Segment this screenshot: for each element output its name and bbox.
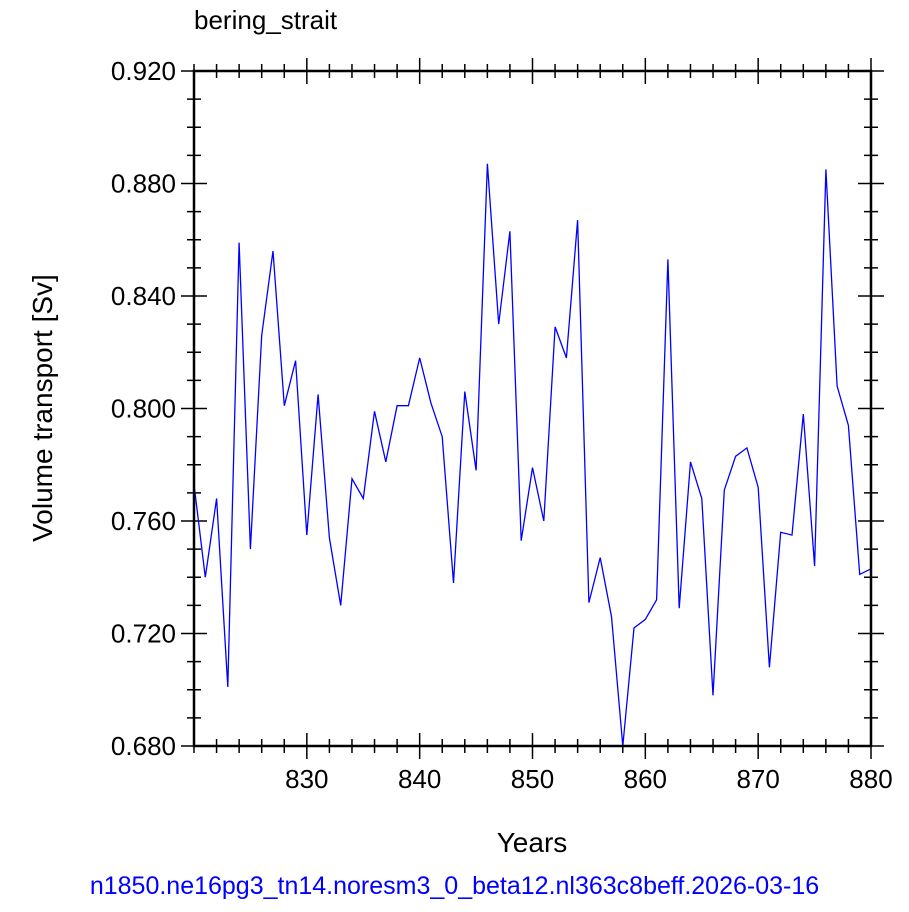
y-tick-label: 0.840 — [111, 281, 176, 311]
x-tick-label: 850 — [511, 764, 554, 794]
x-tick-label: 860 — [624, 764, 667, 794]
plot-frame — [192, 69, 873, 748]
y-tick-label: 0.720 — [111, 619, 176, 649]
y-tick-label: 0.760 — [111, 506, 176, 536]
x-tick-label: 870 — [736, 764, 779, 794]
y-axis-label: Volume transport [Sv] — [27, 274, 58, 542]
footer-case-name: n1850.ne16pg3_tn14.noresm3_0_beta12.nl36… — [89, 872, 820, 900]
y-tick-labels: 0.680 0.720 0.760 0.800 0.840 0.880 0.920 — [111, 56, 176, 761]
x-axis-label: Years — [497, 827, 568, 858]
y-tick-label: 0.920 — [111, 56, 176, 86]
chart-title: bering_strait — [194, 5, 338, 35]
axis-ticks — [181, 58, 884, 759]
y-tick-label: 0.800 — [111, 394, 176, 424]
series-line — [193, 163, 872, 747]
y-tick-label: 0.880 — [111, 169, 176, 199]
x-tick-label: 830 — [285, 764, 328, 794]
x-tick-label: 880 — [849, 764, 892, 794]
y-tick-label: 0.680 — [111, 731, 176, 761]
x-tick-label: 840 — [398, 764, 441, 794]
x-tick-labels: 830 840 850 860 870 880 — [285, 764, 893, 794]
